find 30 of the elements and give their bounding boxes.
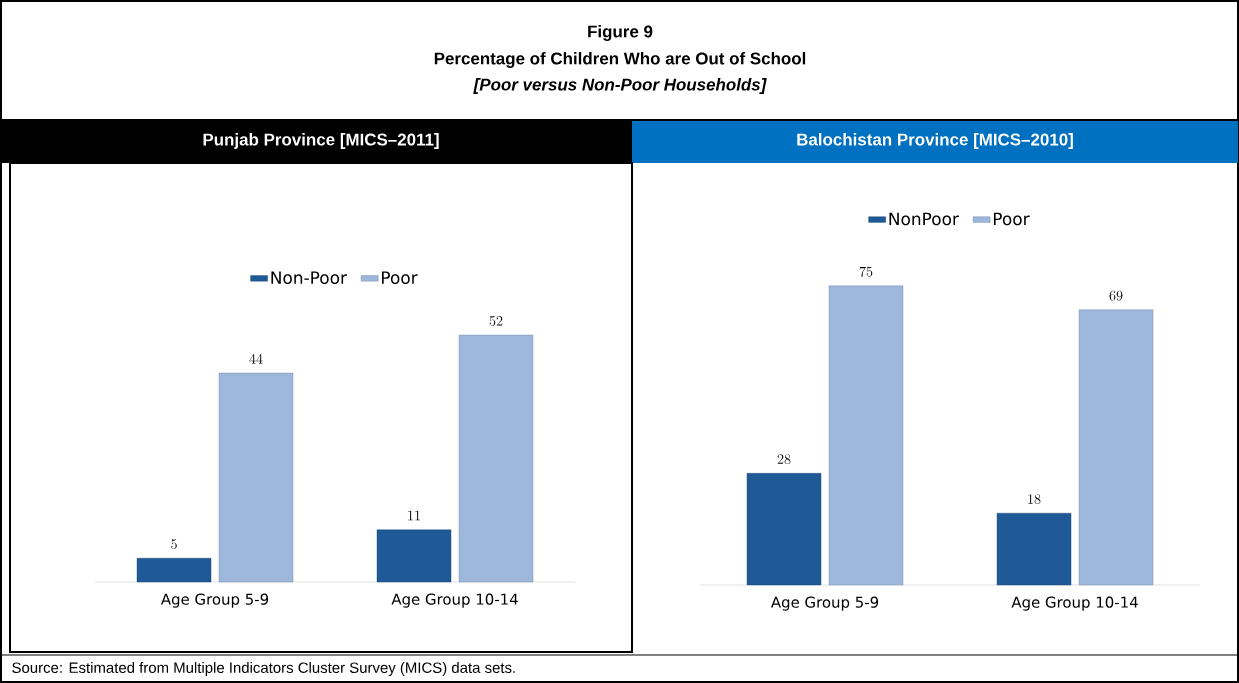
legend-label: Non-Poor bbox=[271, 271, 347, 285]
bar bbox=[218, 372, 294, 583]
bar bbox=[376, 529, 452, 583]
data-label: 28 bbox=[777, 454, 791, 465]
chart-title: Punjab Province [MICS–2011] bbox=[203, 133, 439, 149]
x-tick-label: Age Group 10-14 bbox=[1011, 596, 1138, 611]
bar bbox=[996, 513, 1072, 586]
legend-label: Poor bbox=[993, 212, 1030, 226]
caption: Figure 9 bbox=[588, 25, 653, 41]
chart-title: Balochistan Province [MICS–2010] bbox=[797, 133, 1073, 149]
x-tick-label: Age Group 5-9 bbox=[160, 593, 269, 608]
legend-label: NonPoor bbox=[889, 212, 959, 226]
bar bbox=[458, 334, 534, 583]
x-tick-label: Age Group 5-9 bbox=[770, 596, 879, 611]
source-note: Source: Estimated from Multiple Indicators Cluster Survey (MICS) data sets. bbox=[12, 662, 515, 676]
data-label: 18 bbox=[1028, 494, 1041, 504]
data-label: 44 bbox=[249, 353, 263, 364]
bar bbox=[828, 285, 904, 586]
data-label: 11 bbox=[408, 510, 420, 521]
data-label: 5 bbox=[171, 539, 177, 550]
bar bbox=[746, 473, 822, 586]
data-label: 75 bbox=[859, 266, 873, 277]
x-tick-label: Age Group 10-14 bbox=[391, 593, 518, 608]
text: [Poor versus Non-Poor Households] bbox=[473, 78, 767, 94]
bar bbox=[1078, 309, 1154, 586]
text: Percentage of Children Who are Out of School bbox=[434, 52, 806, 68]
legend-label: Poor bbox=[382, 271, 418, 285]
bar bbox=[136, 558, 212, 583]
data-label: 69 bbox=[1109, 290, 1123, 301]
data-label: 52 bbox=[489, 315, 503, 326]
